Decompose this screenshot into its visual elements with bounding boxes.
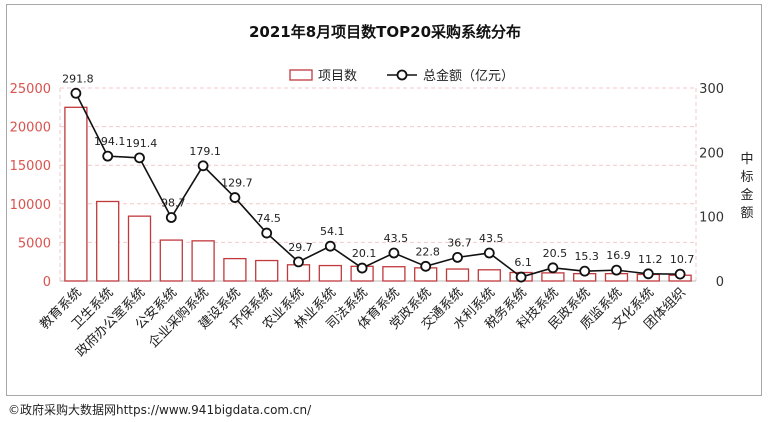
line-point [611, 264, 622, 276]
bar [445, 268, 470, 282]
data-label: 36.7 [447, 236, 472, 249]
bar [318, 264, 342, 282]
chart-title: 2021年8月项目数TOP20采购系统分布 [249, 23, 521, 41]
line-point [388, 247, 400, 259]
line-point [642, 268, 654, 280]
data-label: 20.1 [352, 247, 377, 260]
bar [382, 266, 406, 282]
data-label: 129.7 [221, 177, 253, 190]
legend-label-bar: 项目数 [318, 69, 357, 84]
y-right-axis-label: 额 [740, 206, 753, 221]
line-point [515, 271, 527, 283]
data-label: 43.5 [479, 232, 504, 245]
data-label: 291.8 [62, 72, 94, 85]
data-label: 6.1 [514, 256, 532, 269]
line-point [579, 265, 591, 277]
bar [96, 200, 120, 282]
data-label: 54.1 [320, 225, 345, 238]
data-label: 194.1 [94, 135, 126, 148]
y-left-tick-label: 5000 [18, 236, 51, 251]
legend-label-line: 总金额（亿元） [423, 68, 514, 84]
y-right-tick-label: 300 [699, 82, 724, 97]
y-right-axis-label: 中 [740, 152, 753, 167]
line-point [452, 251, 463, 263]
y-right-axis-label: 金 [740, 187, 753, 203]
line-point [261, 227, 273, 239]
y-right-axis-label: 标 [740, 170, 753, 185]
line-point [324, 240, 336, 252]
data-label: 98.7 [161, 197, 186, 210]
data-label: 29.7 [288, 241, 313, 254]
data-label: 11.2 [638, 253, 663, 266]
line-point [102, 150, 114, 162]
y-left-tick-label: 10000 [10, 198, 51, 213]
data-label: 191.4 [126, 137, 158, 150]
bar [223, 257, 247, 282]
line-point [547, 262, 559, 274]
y-left-tick-label: 20000 [10, 121, 51, 136]
data-label: 74.5 [256, 212, 281, 225]
bar [255, 259, 279, 282]
legend-swatch-marker [396, 69, 408, 81]
data-label: 16.9 [606, 249, 631, 262]
bar [159, 239, 183, 282]
y-right-tick-label: 100 [699, 211, 724, 226]
bar [477, 269, 501, 282]
data-label: 20.5 [543, 247, 568, 260]
bar [541, 272, 565, 282]
line-point [229, 192, 241, 203]
chart-frame: 2021年8月项目数TOP20采购系统分布 0 5000 10000 15000 2000… [6, 4, 762, 396]
line-point [420, 260, 432, 272]
y-left-tick-label: 0 [43, 275, 51, 290]
y-right-tick-label: 200 [699, 146, 724, 161]
line-point [70, 87, 82, 99]
legend-swatch-bar [289, 69, 313, 81]
data-label: 179.1 [189, 145, 221, 158]
data-label: 10.7 [670, 253, 695, 266]
footer-source: ©政府采购大数据网https://www.941bigdata.com.cn/ [8, 403, 312, 417]
line-point [165, 212, 177, 223]
y-right-tick-label: 0 [716, 275, 724, 290]
data-label: 22.8 [415, 245, 440, 258]
bar [127, 215, 152, 282]
bar [64, 106, 88, 282]
line-point [483, 247, 495, 259]
data-label: 43.5 [384, 232, 409, 245]
line-point [197, 160, 209, 172]
line-point [134, 152, 145, 164]
line-point [293, 256, 304, 268]
y-left-tick-label: 25000 [10, 82, 51, 97]
chart-svg: 2021年8月项目数TOP20采购系统分布0500010000150002000… [10, 23, 754, 360]
bar [191, 240, 215, 282]
data-label: 15.3 [574, 250, 599, 263]
y-left-tick-label: 15000 [10, 159, 51, 174]
line-point [356, 262, 368, 274]
line-point [674, 268, 686, 280]
